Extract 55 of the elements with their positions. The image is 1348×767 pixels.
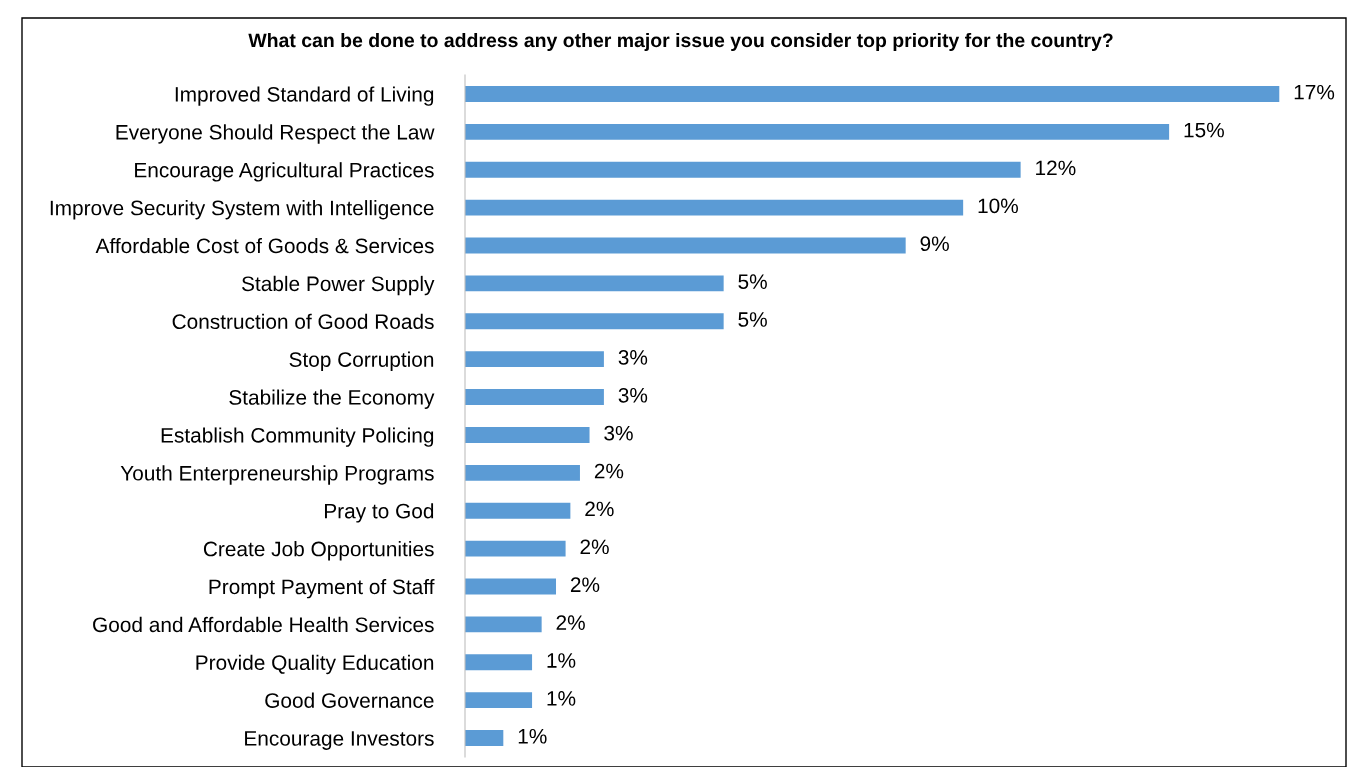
data-label: 5% <box>738 312 767 327</box>
bar <box>465 313 724 330</box>
data-label: 15% <box>1184 122 1224 138</box>
bar <box>465 161 1021 178</box>
bar <box>465 389 604 406</box>
data-label: 2% <box>570 577 600 593</box>
y-tick-label: Create Job Opportunities <box>203 541 434 561</box>
bar <box>465 502 571 519</box>
data-label: 9% <box>920 236 949 252</box>
bar <box>465 654 533 671</box>
y-tick-label: Establish Community Policing <box>161 427 434 447</box>
data-label: 3% <box>618 387 648 403</box>
data-label: 17% <box>1294 84 1335 100</box>
y-tick-label: Provide Quality Education <box>196 654 434 675</box>
data-label: 2% <box>594 463 624 479</box>
y-tick-label: Encourage Agricultural Practices <box>135 162 434 182</box>
bar <box>465 730 504 747</box>
y-tick-label: Youth Enterpreneurship Programs <box>120 465 434 485</box>
y-tick-label: Good and Affordable Health Services <box>93 616 434 633</box>
data-label: 2% <box>585 501 614 517</box>
bar <box>465 578 557 595</box>
y-tick-label: Stable Power Supply <box>242 275 435 296</box>
y-tick-label: Stop Corruption <box>289 351 434 372</box>
bar <box>465 464 580 481</box>
y-tick-label: Encourage Investors <box>245 731 434 750</box>
data-label: 3% <box>618 350 648 365</box>
bar <box>465 199 964 216</box>
data-label: 1% <box>518 728 547 744</box>
y-tick-label: Prompt Payment of Staff <box>209 578 435 599</box>
data-label: 2% <box>580 539 609 555</box>
bar <box>465 692 533 709</box>
y-tick-label: Construction of Good Roads <box>172 313 434 330</box>
y-tick-label: Improve Security System with Intelligence <box>50 200 434 220</box>
y-tick-label: Improved Standard of Living <box>175 86 434 106</box>
data-label: 1% <box>547 691 576 706</box>
data-label: 2% <box>556 615 585 630</box>
data-label: 3% <box>604 425 633 441</box>
y-tick-label: Good Governance <box>265 692 434 708</box>
bar <box>465 123 1170 140</box>
chart-title: What can be done to address any other major issue you consider top priority for the country? <box>248 32 1113 52</box>
bar <box>465 540 566 557</box>
bar <box>465 351 604 368</box>
y-tick-label: Stabilize the Economy <box>229 389 435 409</box>
y-tick-label: Affordable Cost of Goods & Services <box>95 237 434 254</box>
bar <box>465 275 724 292</box>
data-label: 12% <box>1036 160 1076 176</box>
bar <box>465 85 1280 102</box>
bar <box>465 426 590 443</box>
y-tick-label: Pray to God <box>324 503 434 523</box>
data-label: 1% <box>547 653 576 668</box>
bar <box>465 616 542 633</box>
y-tick-label: Everyone Should Respect the Law <box>116 124 435 144</box>
data-label: 10% <box>978 198 1018 214</box>
data-label: 5% <box>738 274 767 289</box>
bar <box>465 237 906 254</box>
